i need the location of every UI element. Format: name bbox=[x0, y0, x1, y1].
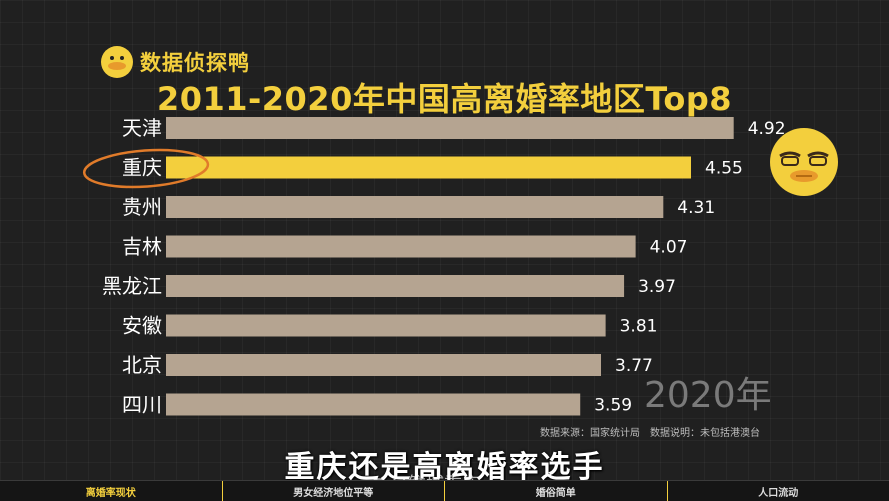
bar-7 bbox=[166, 394, 580, 416]
nav-item-simple-customs[interactable]: 婚俗简单 bbox=[445, 481, 668, 501]
category-label-5: 安徽 bbox=[122, 314, 162, 338]
value-label-2: 4.31 bbox=[677, 198, 715, 218]
category-label-0: 天津 bbox=[122, 116, 162, 140]
nav-item-economic-equality[interactable]: 男女经济地位平等 bbox=[223, 481, 446, 501]
category-label-1: 重庆 bbox=[122, 156, 162, 180]
bar-0 bbox=[166, 117, 734, 139]
category-label-2: 贵州 bbox=[122, 195, 162, 219]
value-label-3: 4.07 bbox=[650, 238, 688, 258]
chapter-navbar: 离婚率现状 男女经济地位平等 婚俗简单 人口流动 bbox=[0, 480, 889, 501]
value-label-4: 3.97 bbox=[638, 277, 676, 297]
year-label: 2020年 bbox=[644, 366, 772, 418]
bar-6 bbox=[166, 354, 601, 376]
bar-3 bbox=[166, 236, 636, 258]
value-label-5: 3.81 bbox=[620, 317, 658, 337]
nav-item-population-flow[interactable]: 人口流动 bbox=[668, 481, 889, 501]
bar-2 bbox=[166, 196, 663, 218]
category-label-7: 四川 bbox=[122, 393, 162, 417]
source-note: 数据来源：国家统计局 数据说明：未包括港澳台 bbox=[540, 424, 760, 439]
nav-item-divorce-status[interactable]: 离婚率现状 bbox=[0, 481, 223, 501]
value-label-1: 4.55 bbox=[705, 159, 743, 179]
category-label-6: 北京 bbox=[122, 353, 162, 377]
bar-4 bbox=[166, 275, 624, 297]
value-label-7: 3.59 bbox=[594, 396, 632, 416]
category-label-3: 吉林 bbox=[122, 235, 162, 259]
bar-1 bbox=[166, 157, 691, 179]
category-label-4: 黑龙江 bbox=[102, 274, 162, 298]
bar-5 bbox=[166, 315, 606, 337]
duck-mascot-icon bbox=[768, 126, 840, 198]
